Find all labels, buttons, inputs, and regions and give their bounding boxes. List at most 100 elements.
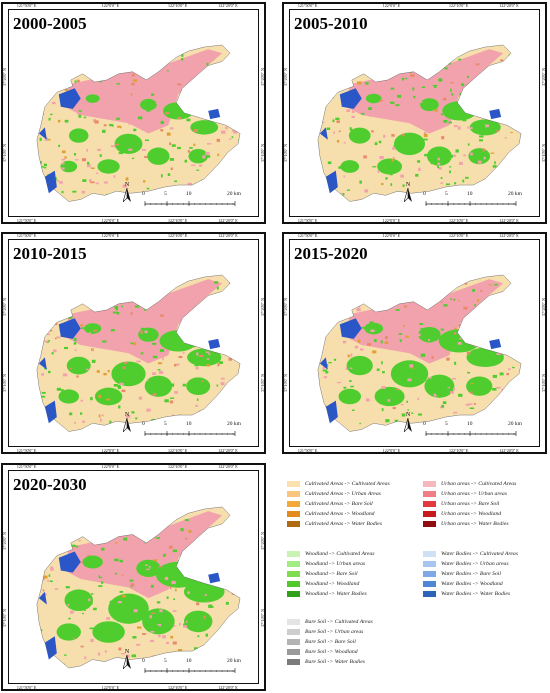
- panel-outer-frame: [282, 2, 547, 224]
- legend-swatch: [423, 480, 436, 487]
- legend-swatch: [287, 618, 300, 625]
- legend-item-bare: Bare Soil -> Woodland: [287, 648, 358, 655]
- legend-item-water: Water Bodies -> Water Bodies: [423, 590, 510, 597]
- legend-item-urban: Urban areas -> Water Bodies: [423, 520, 509, 527]
- legend-label: Woodland -> Woodland: [305, 580, 360, 587]
- latitude-tick-left: 37°20'0" N: [2, 531, 7, 550]
- legend-label: Urban areas -> Woodland: [441, 510, 502, 517]
- legend-swatch: [287, 580, 300, 587]
- land-use-map: [317, 44, 522, 202]
- legend-label: Urban areas -> Cultivated Areas: [441, 480, 517, 487]
- legend-swatch: [287, 628, 300, 635]
- scale-bar: [425, 201, 517, 206]
- latitude-tick-right: 37°20'0" N: [260, 298, 265, 317]
- latitude-tick-left: 37°20'0" N: [283, 68, 288, 87]
- longitude-tick-bottom: 122°20'0" E: [499, 218, 519, 223]
- legend-label: Woodland -> Cultivated Areas: [305, 550, 375, 557]
- north-arrow-icon: N: [403, 412, 412, 434]
- legend-swatch: [423, 490, 436, 497]
- longitude-tick-top: 121°50'0" E: [16, 3, 37, 8]
- scale-label: 0: [142, 421, 145, 427]
- panel-inner-frame: [8, 9, 259, 217]
- legend-item-urban: Urban areas -> Woodland: [423, 510, 501, 517]
- latitude-tick-right: 37°10'0" N: [541, 143, 546, 162]
- scale-bar: [144, 668, 236, 673]
- scale-bar: [144, 431, 236, 436]
- legend-label: Urban areas -> Bare Soil: [441, 500, 500, 507]
- panel-outer-frame: [282, 232, 547, 454]
- legend-swatch: [287, 658, 300, 665]
- scale-label: 5: [445, 191, 448, 197]
- legend-item-bare: Bare Soil -> Water Bodies: [287, 658, 365, 665]
- panel-inner-frame: [8, 470, 259, 684]
- scale-label: 20 km: [227, 658, 241, 664]
- latitude-tick-left: 37°10'0" N: [283, 143, 288, 162]
- longitude-tick-bottom: 122°10'0" E: [167, 448, 188, 453]
- latitude-tick-right: 37°10'0" N: [260, 143, 265, 162]
- legend-item-cultivated: Cultivated Areas -> Cultivated Areas: [287, 480, 390, 487]
- legend-label: Bare Soil -> Bare Soil: [305, 638, 356, 645]
- legend-swatch: [287, 590, 300, 597]
- legend-item-woodland: Woodland -> Woodland: [287, 580, 359, 587]
- longitude-tick-top: 121°50'0" E: [16, 464, 37, 469]
- panel-outer-frame: [1, 2, 266, 224]
- north-arrow-icon: N: [122, 412, 131, 434]
- scale-label: 20 km: [227, 191, 241, 197]
- longitude-tick-top: 122°20'0" E: [218, 233, 238, 238]
- legend-label: Urban areas -> Urban areas: [441, 490, 507, 497]
- legend-item-bare: Bare Soil -> Bare Soil: [287, 638, 356, 645]
- longitude-tick-bottom: 122°0'0" E: [101, 685, 120, 690]
- legend-label: Cultivated Areas -> Woodland: [305, 510, 375, 517]
- scale-label: 0: [423, 421, 426, 427]
- longitude-tick-top: 122°20'0" E: [218, 3, 238, 8]
- panel-inner-frame: [289, 239, 540, 447]
- map-panel-2000-2005: 2000-2005 121°50'0" E 122°0'0" E 122°10'0" …: [1, 2, 266, 224]
- legend-item-cultivated: Cultivated Areas -> Bare Soil: [287, 500, 373, 507]
- legend-item-woodland: Woodland -> Cultivated Areas: [287, 550, 375, 557]
- legend-label: Cultivated Areas -> Water Bodies: [305, 520, 382, 527]
- legend-label: Water Bodies -> Cultivated Areas: [441, 550, 518, 557]
- scale-label: 0: [142, 191, 145, 197]
- legend-label: Woodland -> Bare Soil: [305, 570, 358, 577]
- legend-label: Water Bodies -> Bare Soil: [441, 570, 501, 577]
- longitude-tick-top: 122°10'0" E: [167, 3, 188, 8]
- legend-label: Water Bodies -> Urban areas: [441, 560, 509, 567]
- map-panel-2020-2030: 2020-2030 121°50'0" E 122°0'0" E 122°10'0" …: [1, 463, 266, 691]
- legend-label: Woodland -> Water Bodies: [305, 590, 367, 597]
- longitude-tick-bottom: 122°10'0" E: [448, 448, 469, 453]
- legend-label: Woodland -> Urban areas: [305, 560, 366, 567]
- scale-label: 10: [467, 421, 473, 427]
- latitude-tick-right: 37°20'0" N: [541, 298, 546, 317]
- latitude-tick-right: 37°10'0" N: [260, 373, 265, 392]
- legend-swatch: [287, 638, 300, 645]
- scale-label: 5: [164, 421, 167, 427]
- longitude-tick-top: 122°10'0" E: [167, 464, 188, 469]
- legend-swatch: [287, 570, 300, 577]
- legend-item-woodland: Woodland -> Urban areas: [287, 560, 365, 567]
- latitude-tick-left: 37°20'0" N: [2, 298, 7, 317]
- longitude-tick-bottom: 122°0'0" E: [382, 448, 401, 453]
- latitude-tick-right: 37°20'0" N: [260, 531, 265, 550]
- legend-item-water: Water Bodies -> Cultivated Areas: [423, 550, 518, 557]
- longitude-tick-top: 122°0'0" E: [382, 3, 401, 8]
- legend-label: Bare Soil -> Urban areas: [305, 628, 364, 635]
- land-use-map: [36, 506, 241, 669]
- scale-label: 0: [423, 191, 426, 197]
- north-arrow-icon: N: [122, 649, 131, 671]
- legend-swatch: [287, 550, 300, 557]
- scale-bar: [144, 201, 236, 206]
- longitude-tick-top: 122°0'0" E: [101, 3, 120, 8]
- scale-label: 10: [186, 191, 192, 197]
- latitude-tick-left: 37°10'0" N: [2, 373, 7, 392]
- map-panel-2015-2020: 2015-2020 121°50'0" E 122°0'0" E 122°10'0" …: [282, 232, 547, 454]
- panel-outer-frame: [1, 232, 266, 454]
- map-panel-2010-2015: 2010-2015 121°50'0" E 122°0'0" E 122°10'0" …: [1, 232, 266, 454]
- scale-label: 20 km: [508, 191, 522, 197]
- longitude-tick-top: 121°50'0" E: [297, 3, 318, 8]
- scale-label: 20 km: [227, 421, 241, 427]
- legend-item-bare: Bare Soil -> Cultivated Areas: [287, 618, 373, 625]
- latitude-tick-right: 37°20'0" N: [541, 68, 546, 87]
- panel-inner-frame: [289, 9, 540, 217]
- panel-outer-frame: [1, 463, 266, 691]
- legend-swatch: [423, 520, 436, 527]
